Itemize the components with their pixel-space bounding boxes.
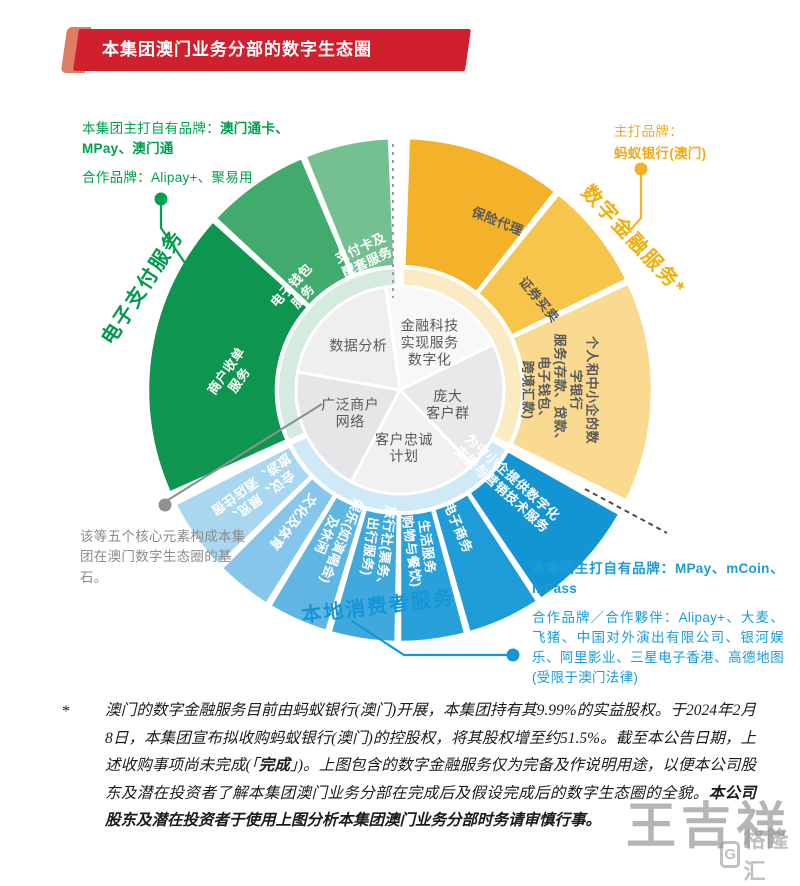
gray-leader-dot bbox=[158, 498, 172, 512]
note-consumer-brands: 本集团主打自有品牌：MPay、mCoin、mPass 合作品牌／合作夥伴：Ali… bbox=[532, 559, 784, 697]
wedge-merchant-acquiring bbox=[146, 220, 310, 494]
wedge-securities-trading bbox=[476, 192, 628, 337]
ecosystem-diagram: 保险代理证券买卖个人和中小企的数字银行服务(存款、贷款、电子钱包、跨境汇款)数字… bbox=[96, 136, 691, 662]
wedge-e-wallet-services bbox=[214, 156, 353, 307]
note-core-elements-text: 该等五个核心元素构成本集团在澳门数字生态圈的基石。 bbox=[80, 529, 246, 585]
yellow-leader-line bbox=[624, 175, 643, 237]
hub-label-data-analytics: 数据分析 bbox=[329, 337, 387, 353]
footnote-text: 澳门的数字金融服务目前由蚂蚁银行(澳门)开展，本集团持有其9.99%的实益股权。… bbox=[105, 702, 756, 830]
note-core-elements: 该等五个核心元素构成本集团在澳门数字生态圈的基石。 bbox=[80, 527, 258, 596]
note-consumer-own-brands: 本集团主打自有品牌：MPay、mCoin、mPass bbox=[532, 561, 784, 597]
wedge-label-digital-banking-sme: 个人和中小企的数字银行服务(存款、贷款、电子钱包、跨境汇款) bbox=[520, 334, 599, 447]
hub-slice-data-analytics bbox=[296, 285, 402, 392]
hub-label-large-customer-base: 庞大客户群 bbox=[426, 388, 470, 421]
wedge-e-commerce bbox=[432, 492, 539, 634]
yellow-leader-dot bbox=[634, 162, 648, 176]
wedge-digital-banking-sme bbox=[510, 282, 654, 502]
inner-ring-local-consumer-services bbox=[292, 436, 506, 511]
note-epayment-own-brands: 本集团主打自有品牌：澳门通卡、MPay、澳门通 bbox=[82, 121, 289, 157]
hub-label-customer-loyalty-program: 客户忠诚计划 bbox=[375, 431, 433, 464]
wedge-mice-tourism-hotel bbox=[174, 445, 313, 567]
wedge-payment-card-services bbox=[304, 136, 396, 277]
note-epayment-brands: 本集团主打自有品牌：澳门通卡、MPay、澳门通 合作品牌：Alipay+、聚易用 bbox=[82, 119, 334, 196]
note-financial-brand: 主打品牌： 蚂蚁银行(澳门) bbox=[614, 122, 779, 173]
hub-slice-large-customer-base bbox=[398, 342, 506, 467]
inner-ring-electronic-payment-services bbox=[279, 269, 396, 440]
wedge-culture-sports bbox=[220, 476, 336, 605]
wedge-travel-agency bbox=[329, 507, 400, 644]
footnote: * 澳门的数字金融服务目前由蚂蚁银行(澳门)开展，本集团持有其9.99%的实益股… bbox=[62, 697, 756, 835]
note-consumer-partner-brands: 合作品牌／合作夥伴：Alipay+、大麦、飞猪、中国对外演出有限公司、银河娱乐、… bbox=[532, 609, 784, 686]
green-leader-line bbox=[159, 205, 188, 267]
note-epayment-partner-brands: 合作品牌：Alipay+、聚易用 bbox=[82, 169, 253, 185]
hub-label-fintech-digitalization: 金融科技实现服务数字化 bbox=[401, 317, 459, 367]
wedge-entertainment-leisure bbox=[268, 495, 365, 633]
green-leader-dot bbox=[154, 192, 168, 206]
wedge-lifestyle-services bbox=[398, 508, 467, 644]
blue-leader-line bbox=[351, 620, 508, 657]
wedge-sme-digital-marketing bbox=[468, 449, 621, 601]
note-financial-brand-label: 主打品牌： bbox=[614, 124, 683, 139]
hub-label-merchant-network: 广泛商户网络 bbox=[321, 397, 379, 430]
note-financial-brand-name: 蚂蚁银行(澳门) bbox=[614, 146, 707, 162]
wedge-insurance-agency bbox=[403, 136, 557, 294]
note-pointer-dashed bbox=[584, 488, 668, 534]
hub-slice-merchant-network bbox=[294, 370, 402, 484]
gray-leader-line bbox=[167, 403, 323, 501]
inner-ring-digital-financial-services bbox=[403, 269, 521, 444]
hub-slice-customer-loyalty-program bbox=[349, 388, 474, 496]
blue-leader-dot bbox=[506, 648, 520, 662]
footnote-marker: * bbox=[62, 703, 70, 720]
hub-slice-fintech-digitalization bbox=[384, 284, 495, 392]
